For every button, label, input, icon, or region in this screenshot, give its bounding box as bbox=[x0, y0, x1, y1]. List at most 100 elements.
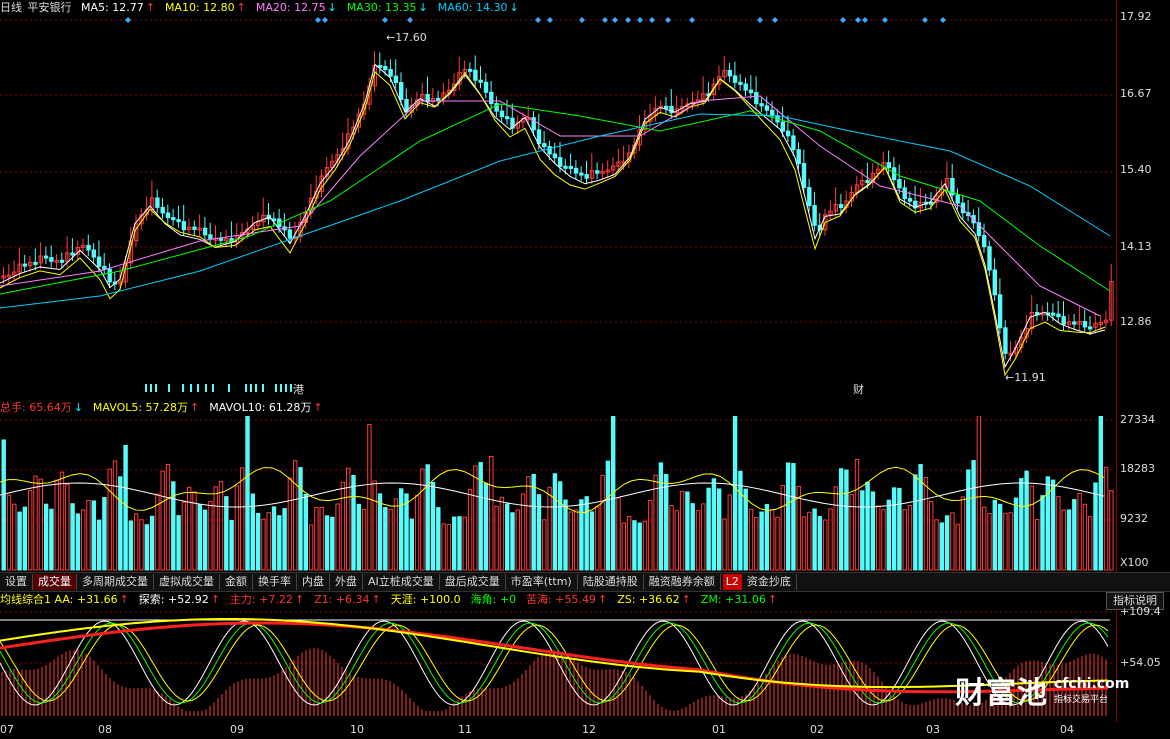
stock-name: 平安银行 bbox=[27, 1, 72, 14]
ind-legend-item-text: 主力: +7.22 bbox=[229, 593, 293, 606]
ind-legend-item-text: ZS: +36.62 bbox=[617, 593, 680, 606]
logo-tagline: 指标交易平台 bbox=[1054, 694, 1109, 705]
signal-diamond-icon bbox=[922, 17, 928, 23]
ma-legend-item-text: MA20: 12.75 bbox=[255, 1, 326, 14]
signal-diamond-icon bbox=[315, 17, 321, 23]
volume-chart[interactable] bbox=[0, 416, 1115, 571]
ma-legend-item-text: MA60: 14.30 bbox=[437, 1, 508, 14]
ind-legend-item-0: 均线综合1 AA: +31.66 ↑ bbox=[0, 593, 131, 606]
price-chart[interactable]: ←17.60 ←11.91 港 财 bbox=[0, 16, 1115, 398]
low-price-annotation: ←11.91 bbox=[1005, 371, 1046, 384]
signal-diamond-icon bbox=[689, 17, 695, 23]
ind-legend-item-4: 天涯: +100.0 bbox=[391, 593, 463, 606]
tab-1[interactable]: 成交量 bbox=[33, 574, 77, 590]
tab-10[interactable]: 市盈率(ttm) bbox=[506, 574, 578, 590]
volume-axis: 27334 18283 9232 X100 bbox=[1116, 398, 1170, 572]
axis-tick-label: 14.13 bbox=[1120, 240, 1152, 253]
date-tick-label: 02 bbox=[810, 723, 824, 736]
ind-legend-item-text: 均线综合1 AA: +31.66 bbox=[0, 593, 118, 606]
signal-diamond-icon bbox=[637, 17, 643, 23]
signal-diamond-icon bbox=[649, 17, 655, 23]
ind-legend-item-3: Z1: +6.34 ↑ bbox=[314, 593, 383, 606]
ind-legend-item-text: 探索: +52.92 bbox=[138, 593, 209, 606]
signal-diamond-icon bbox=[407, 17, 413, 23]
period-label: 日线 bbox=[0, 1, 22, 14]
ind-legend-item-6: 苦海: +55.49 ↑ bbox=[526, 593, 609, 606]
axis-tick-label: 16.67 bbox=[1120, 87, 1152, 100]
ind-legend-item-5: 海角: +0 bbox=[471, 593, 518, 606]
ind-legend-item-text: 苦海: +55.49 bbox=[526, 593, 597, 606]
axis-tick-label: X100 bbox=[1120, 556, 1149, 569]
indicator-chart[interactable] bbox=[0, 608, 1115, 722]
ma-legend-item-4: MA60: 14.30 ↓ bbox=[438, 1, 521, 14]
axis-tick-label: 12.86 bbox=[1120, 315, 1152, 328]
tab-9[interactable]: 盘后成交量 bbox=[440, 574, 506, 590]
ma-legend-item-0: MA5: 12.77 ↑ bbox=[81, 1, 157, 14]
signal-diamond-icon bbox=[535, 17, 541, 23]
vol-legend-item-text: MAVOL10: 61.28万 bbox=[209, 401, 312, 414]
watermark-logo: 财富池 cfchi.com 指标交易平台 bbox=[955, 668, 1129, 712]
signal-diamond-icon bbox=[882, 17, 888, 23]
up-arrow-icon: ↑ bbox=[294, 593, 305, 606]
date-tick-label: 07 bbox=[0, 723, 14, 736]
gang-marker: 港 bbox=[293, 383, 304, 396]
signal-diamond-icon bbox=[602, 17, 608, 23]
up-arrow-icon: ↑ bbox=[145, 1, 155, 14]
ind-legend-item-text: 天涯: +100.0 bbox=[390, 593, 461, 606]
high-price-annotation: ←17.60 bbox=[386, 31, 427, 44]
axis-tick-label: +109.4 bbox=[1120, 605, 1161, 618]
cai-marker: 财 bbox=[853, 382, 864, 396]
tab-4[interactable]: 金额 bbox=[220, 574, 253, 590]
date-tick-label: 09 bbox=[230, 723, 244, 736]
date-tick-label: 08 bbox=[98, 723, 112, 736]
tab-14[interactable]: 资金抄底 bbox=[742, 574, 797, 590]
date-tick-label: 10 bbox=[350, 723, 364, 736]
up-arrow-icon: ↑ bbox=[190, 401, 200, 414]
tab-8[interactable]: AI立桩成交量 bbox=[363, 574, 440, 590]
ind-legend-item-1: 探索: +52.92 ↑ bbox=[139, 593, 222, 606]
tab-11[interactable]: 陆股通持股 bbox=[578, 574, 644, 590]
date-tick-label: 01 bbox=[712, 723, 726, 736]
date-tick-label: 03 bbox=[926, 723, 940, 736]
up-arrow-icon: ↑ bbox=[767, 593, 778, 606]
signal-diamond-icon bbox=[940, 17, 946, 23]
vol-legend-item-1: MAVOL5: 57.28万 ↑ bbox=[93, 401, 201, 414]
signal-diamond-icon bbox=[862, 17, 868, 23]
axis-tick-label: 27334 bbox=[1120, 413, 1155, 426]
date-tick-label: 12 bbox=[582, 723, 596, 736]
up-arrow-icon: ↑ bbox=[119, 593, 129, 606]
up-arrow-icon: ↑ bbox=[236, 1, 246, 14]
indicator-legend: 均线综合1 AA: +31.66 ↑ 探索: +52.92 ↑ 主力: +7.22 ↑ Z1… bbox=[0, 592, 787, 608]
signal-diamond-icon bbox=[772, 17, 778, 23]
axis-tick-label: 15.40 bbox=[1120, 163, 1152, 176]
vol-legend-item-0: 总手: 65.64万 ↓ bbox=[0, 401, 85, 414]
up-arrow-icon: ↑ bbox=[371, 593, 381, 606]
tab-6[interactable]: 内盘 bbox=[297, 574, 330, 590]
ma-legend-item-text: MA30: 13.35 bbox=[346, 1, 417, 14]
ind-legend-item-8: ZM: +31.06 ↑ bbox=[701, 593, 779, 606]
axis-tick-label: 9232 bbox=[1120, 512, 1148, 525]
signal-diamond-icon bbox=[665, 17, 671, 23]
signal-diamond-icon bbox=[840, 17, 846, 23]
signal-diamond-icon bbox=[322, 17, 328, 23]
down-arrow-icon: ↓ bbox=[418, 1, 428, 14]
ind-legend-item-text: ZM: +31.06 bbox=[700, 593, 766, 606]
indicator-help-button[interactable]: 指标说明 bbox=[1106, 592, 1164, 610]
up-arrow-icon: ↑ bbox=[210, 593, 220, 606]
ma-legend-item-1: MA10: 12.80 ↑ bbox=[165, 1, 248, 14]
tab-2[interactable]: 多周期成交量 bbox=[77, 574, 154, 590]
vol-legend-item-text: MAVOL5: 57.28万 bbox=[92, 401, 189, 414]
ind-legend-item-text: 海角: +0 bbox=[470, 593, 517, 606]
tab-3[interactable]: 虚拟成交量 bbox=[154, 574, 220, 590]
vol-legend-item-text: 总手: 65.64万 bbox=[0, 401, 72, 414]
tab-13[interactable]: L2 bbox=[722, 574, 742, 590]
signal-diamond-icon bbox=[855, 17, 861, 23]
tab-0[interactable]: 设置 bbox=[0, 574, 33, 590]
tab-12[interactable]: 融资融券余额 bbox=[644, 574, 721, 590]
date-tick-label: 11 bbox=[458, 723, 472, 736]
signal-diamond-icon bbox=[757, 17, 763, 23]
tab-5[interactable]: 换手率 bbox=[253, 574, 297, 590]
tab-7[interactable]: 外盘 bbox=[330, 574, 363, 590]
logo-domain: cfchi.com bbox=[1054, 675, 1130, 692]
signal-diamond-icon bbox=[625, 17, 631, 23]
